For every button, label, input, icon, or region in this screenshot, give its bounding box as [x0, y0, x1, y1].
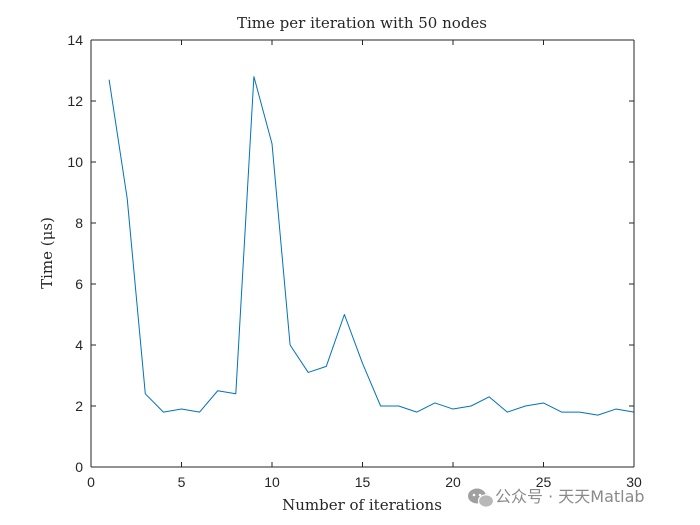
watermark-text: 公众号 · 天天Matlab [495, 487, 645, 506]
x-tick-label: 0 [87, 474, 95, 490]
line-layer [108, 76, 635, 416]
y-tick-label: 4 [75, 337, 83, 353]
x-tick-label: 25 [536, 474, 552, 490]
x-tick-label: 10 [264, 474, 280, 490]
y-tick-label: 12 [67, 93, 83, 109]
y-tick-label: 10 [67, 154, 83, 170]
watermark: 公众号 · 天天Matlab [468, 487, 645, 508]
y-axis-label: Time (μs) [38, 217, 56, 289]
chart-title: Time per iteration with 50 nodes [237, 14, 487, 32]
x-tick-label: 30 [626, 474, 642, 490]
y-tick-label: 8 [75, 215, 83, 231]
ticks: 0 5 10 15 20 25 30 0 2 4 6 8 10 12 14 [67, 32, 642, 490]
y-tick-label: 2 [75, 398, 83, 414]
y-tick-label: 6 [75, 276, 83, 292]
y-tick-label: 0 [75, 459, 83, 475]
x-axis-label: Number of iterations [282, 496, 442, 514]
y-tick-label: 14 [67, 32, 83, 48]
x-tick-label: 20 [445, 474, 461, 490]
x-tick-label: 15 [355, 474, 371, 490]
wechat-icon [468, 488, 495, 508]
plot-area [91, 40, 634, 467]
x-tick-label: 5 [178, 474, 186, 490]
series-line [108, 76, 635, 416]
